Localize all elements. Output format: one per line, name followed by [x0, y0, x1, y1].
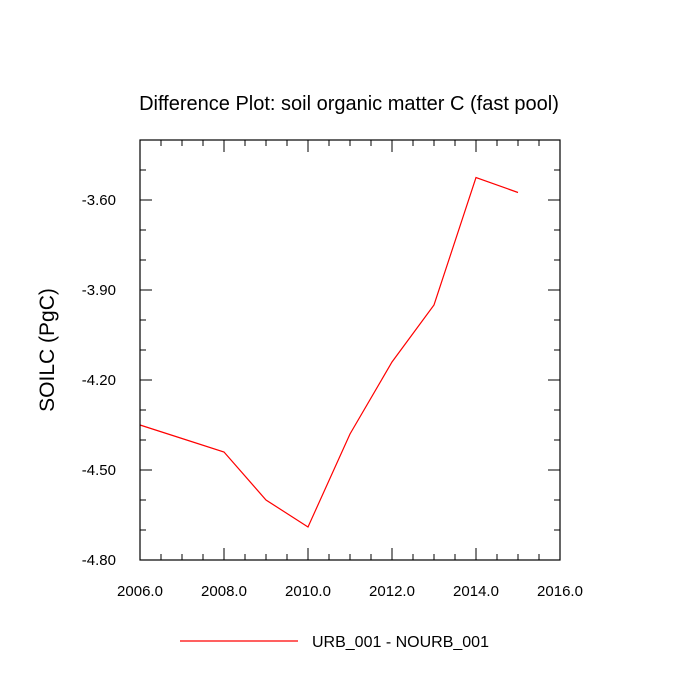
x-tick-label: 2010.0 — [285, 583, 331, 600]
chart-title: Difference Plot: soil organic matter C (… — [139, 93, 559, 115]
series-line-0 — [139, 176, 519, 528]
x-tick-label: 2014.0 — [453, 583, 499, 600]
plot-frame — [139, 139, 561, 561]
y-tick-label: -4.50 — [82, 462, 116, 479]
x-tick-label: 2016.0 — [537, 583, 583, 600]
x-tick-label: 2008.0 — [201, 583, 247, 600]
y-tick-label: -4.80 — [82, 552, 116, 569]
series-lines — [139, 176, 519, 528]
y-tick-label: -3.60 — [82, 192, 116, 209]
y-tick-label: -3.90 — [82, 282, 116, 299]
legend: URB_001 - NOURB_001 — [180, 634, 489, 651]
x-tick-label: 2006.0 — [117, 583, 163, 600]
x-tick-label: 2012.0 — [369, 583, 415, 600]
y-tick-label: -4.20 — [82, 372, 116, 389]
axis-ticks: 2006.0 2008.0 2010.0 2012.0 2014.0 2016.0 -3.6… — [82, 139, 583, 600]
y-axis-label: SOILC (PgC) — [36, 288, 59, 412]
legend-label: URB_001 - NOURB_001 — [312, 634, 489, 651]
